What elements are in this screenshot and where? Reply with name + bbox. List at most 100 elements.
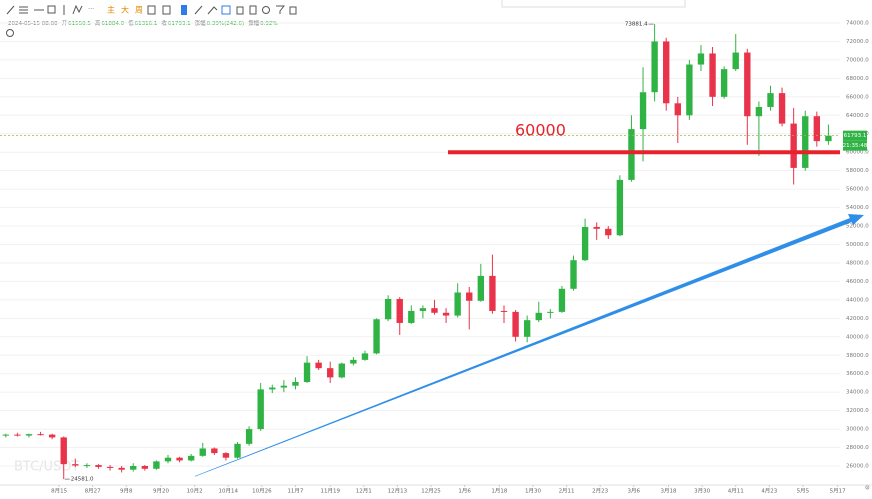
candle-body	[95, 465, 102, 467]
candle-body	[720, 69, 728, 97]
candle-body	[187, 455, 195, 461]
y-tick-label: 42000.0	[846, 316, 869, 322]
tool-wave[interactable]	[72, 4, 83, 15]
candle-body	[350, 359, 357, 364]
candle-body	[825, 135, 832, 142]
candle-body	[211, 448, 218, 454]
x-tick-label: 10月14	[218, 488, 238, 495]
axis-mode[interactable]: ⚙	[865, 485, 870, 492]
y-tick-label: 54000.0	[846, 205, 869, 211]
candle-body	[338, 363, 345, 378]
candle-body	[48, 434, 56, 438]
tool-delete[interactable]	[289, 6, 297, 15]
y-tick-label: 30000.0	[846, 427, 869, 433]
y-tick-label: 74000.0	[846, 20, 869, 26]
x-tick-label: 9月20	[153, 488, 169, 495]
floating-toolbar[interactable]	[501, 0, 686, 8]
candle-body	[744, 52, 751, 117]
y-tick-label: 38000.0	[846, 353, 869, 359]
candle-body	[164, 457, 172, 462]
horizontal-line-label: 60000	[515, 121, 566, 140]
tool-cycle[interactable]: 周	[135, 6, 143, 15]
x-tick-label: 8月27	[85, 488, 101, 495]
candle-body	[315, 362, 322, 369]
settings-icon[interactable]	[6, 29, 14, 37]
candle-body	[408, 310, 415, 323]
y-tick-label: 26000.0	[846, 464, 869, 470]
x-tick-label: 8月15	[51, 488, 67, 495]
candle-body	[790, 123, 797, 168]
candle-body	[767, 93, 774, 107]
y-tick-label: 52000.0	[846, 224, 869, 230]
x-tick-label: 4月11	[728, 488, 744, 495]
x-tick-label: 12月25	[421, 488, 441, 495]
tool-b[interactable]	[162, 5, 171, 15]
last-price-label: 61793.1	[844, 133, 867, 139]
x-tick-label: 9月8	[120, 488, 133, 495]
tool-eye[interactable]	[262, 6, 270, 14]
tool-big[interactable]: 大	[121, 5, 129, 15]
x-tick-label: 12月13	[388, 488, 408, 495]
candle-body	[60, 437, 67, 465]
candle-body	[674, 103, 681, 116]
x-tick-label: 2月23	[592, 488, 608, 495]
tool-a[interactable]	[147, 5, 156, 15]
max-label: 73881.4	[625, 22, 648, 28]
y-tick-label: 32000.0	[846, 408, 869, 414]
candle-body	[396, 298, 403, 323]
candle-body	[500, 310, 508, 312]
tool-main[interactable]: 主	[107, 5, 115, 15]
candle-body	[2, 434, 9, 436]
candle-body	[130, 466, 137, 470]
tool-rect[interactable]	[47, 5, 56, 14]
x-tick-label: 5月5	[797, 488, 810, 495]
y-tick-label: 50000.0	[846, 242, 869, 248]
tool-active[interactable]	[181, 5, 187, 15]
tool-magnet[interactable]	[221, 5, 231, 15]
countdown-label: 21:35:48	[843, 143, 868, 149]
candle-body	[558, 288, 566, 312]
candle-body	[303, 362, 311, 383]
info-item: 61550.5	[68, 21, 91, 27]
info-item: 61793.1	[168, 21, 191, 27]
candle-body	[605, 228, 612, 236]
candle-body	[639, 92, 647, 130]
tool-brush[interactable]	[207, 6, 218, 15]
candle-body	[512, 311, 519, 337]
info-item: 61316.1	[135, 21, 158, 27]
tool-lock[interactable]	[236, 6, 244, 15]
info-item: 61884.0	[101, 21, 124, 27]
x-tick-label: 3月30	[694, 488, 710, 495]
candle-body	[593, 226, 600, 229]
info-item: 0.39%(242.6)	[207, 21, 245, 27]
candle-body	[755, 106, 763, 117]
candle-body	[327, 368, 334, 378]
candle-body	[234, 443, 241, 458]
candle-body	[442, 312, 450, 316]
countdown-tag	[843, 140, 867, 151]
tool-edit[interactable]	[249, 5, 257, 15]
y-tick-label: 34000.0	[846, 390, 869, 396]
candle-body	[802, 116, 809, 168]
last-price-tag	[843, 130, 867, 141]
tool-line[interactable]	[6, 5, 15, 15]
candle-body	[14, 434, 21, 436]
y-tick-label: 28000.0	[846, 445, 869, 451]
candle-body	[686, 64, 693, 116]
candle-body	[732, 52, 739, 70]
y-tick-label: 72000.0	[846, 39, 869, 45]
toolbar: ··· 主 大 周	[6, 0, 686, 37]
tool-filter[interactable]	[276, 5, 286, 14]
tool-more[interactable]: ···	[88, 5, 94, 13]
tool-hlines[interactable]	[19, 6, 28, 14]
tool-pen[interactable]	[194, 5, 203, 15]
candle-body	[361, 353, 369, 360]
x-tick-label: 5月17	[830, 488, 846, 495]
candle-body	[419, 308, 427, 311]
candle-body	[222, 453, 230, 458]
candle-body	[651, 41, 658, 93]
candle-body	[813, 116, 821, 142]
candle-body	[37, 434, 44, 436]
y-tick-label: 68000.0	[846, 76, 869, 82]
